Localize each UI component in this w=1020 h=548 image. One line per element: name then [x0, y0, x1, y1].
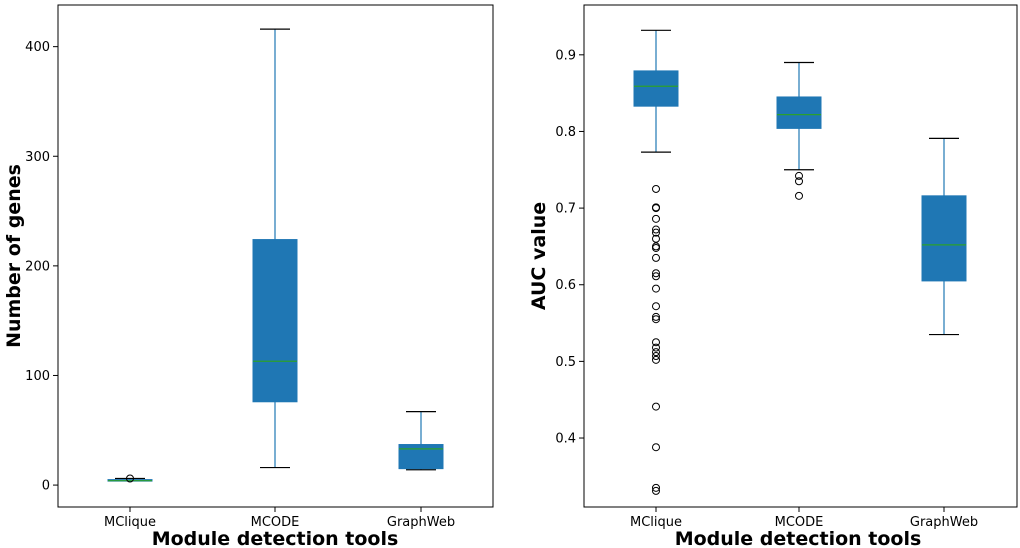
y-tick-label: 0.4 — [555, 432, 576, 447]
y-tick-label: 0.9 — [555, 48, 576, 63]
y-tick-label: 300 — [25, 150, 50, 165]
outlier-point — [126, 474, 134, 483]
outlier-point — [652, 269, 660, 278]
box-group-mcode — [252, 28, 298, 469]
y-tick-label: 0.7 — [555, 202, 576, 217]
outlier-point — [652, 234, 660, 243]
x-tick-label: MClique — [104, 515, 156, 530]
outlier-point — [652, 486, 660, 495]
x-tick-label: MClique — [630, 515, 682, 530]
outlier-point — [652, 315, 660, 324]
outlier-point — [795, 171, 803, 180]
y-tick-label: 0.6 — [555, 278, 576, 293]
outlier-point — [652, 228, 660, 237]
box-group-graphweb — [398, 411, 444, 471]
x-axis-title: Module detection tools — [152, 528, 399, 548]
box-group-mclique — [107, 474, 153, 483]
chart-auc-value: 0.4 0.5 0.6 0.7 0.8 0.9 MClique MCODE GraphWeb M… — [528, 4, 1018, 548]
x-tick-label: MCODE — [775, 515, 824, 530]
plot-frame — [583, 4, 1018, 508]
x-axis-title: Module detection tools — [675, 528, 922, 548]
outlier-point — [652, 338, 660, 347]
y-tick-label: 400 — [25, 40, 50, 55]
x-tick-label: MCODE — [251, 515, 300, 530]
box — [398, 444, 444, 470]
box — [776, 96, 822, 129]
chart-number-of-genes: 0 100 200 300 400 MClique MCODE GraphWeb Module… — [3, 4, 494, 548]
axis-ticks: 0 100 200 300 400 MClique MCODE GraphWeb — [25, 40, 455, 530]
y-tick-label: 200 — [25, 259, 50, 274]
box — [921, 195, 967, 282]
outlier-point — [652, 204, 660, 213]
box-group-mcode — [776, 61, 822, 200]
outlier-point — [652, 284, 660, 293]
y-tick-label: 0.5 — [555, 355, 576, 370]
y-tick-label: 100 — [25, 369, 50, 384]
outlier-point — [652, 352, 660, 361]
outlier-point — [795, 177, 803, 186]
y-tick-label: 0.8 — [555, 125, 576, 140]
x-tick-label: GraphWeb — [387, 515, 455, 530]
outlier-point — [795, 191, 803, 200]
outlier-point — [652, 483, 660, 492]
box — [633, 70, 679, 107]
outlier-point — [652, 225, 660, 234]
outlier-point — [652, 348, 660, 357]
outlier-point — [652, 355, 660, 364]
x-tick-label: GraphWeb — [910, 515, 978, 530]
plot-marks — [633, 29, 967, 495]
outlier-point — [652, 272, 660, 281]
outlier-point — [652, 184, 660, 193]
box — [252, 239, 298, 403]
box-group-mclique — [633, 29, 679, 495]
outlier-point — [652, 443, 660, 452]
outlier-point — [652, 243, 660, 252]
outlier-point — [652, 312, 660, 321]
outlier-point — [652, 253, 660, 262]
outlier-point — [652, 402, 660, 411]
y-axis-title: AUC value — [528, 202, 550, 310]
y-axis-title: Number of genes — [3, 164, 25, 348]
axis-ticks: 0.4 0.5 0.6 0.7 0.8 0.9 MClique MCODE GraphWeb — [555, 48, 978, 530]
box-group-graphweb — [921, 137, 967, 336]
outlier-point — [652, 302, 660, 311]
outlier-point — [652, 214, 660, 223]
outlier-point — [652, 343, 660, 352]
plot-marks — [107, 28, 444, 483]
y-tick-label: 0 — [42, 479, 50, 494]
